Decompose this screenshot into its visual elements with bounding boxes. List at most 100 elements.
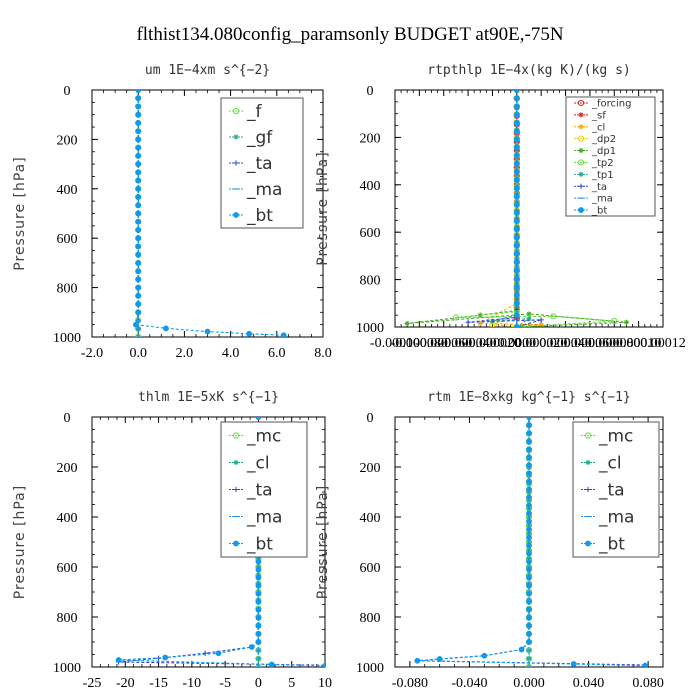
- legend-item: _mc: [229, 426, 281, 446]
- data-point: [513, 193, 520, 200]
- legend-item: _ma: [229, 507, 282, 527]
- legend-label: _bt: [598, 534, 625, 554]
- x-tick-label: -0.00010: [370, 336, 420, 351]
- legend-marker: [577, 159, 585, 166]
- y-tick-label: 200: [360, 461, 381, 476]
- x-tick-label: 4.0: [222, 346, 240, 361]
- data-point: [513, 259, 520, 266]
- data-point: [255, 623, 262, 629]
- legend-item: _ma: [574, 194, 613, 205]
- legend-label: _bt: [246, 534, 273, 554]
- y-axis-label: Pressure [hPa]: [12, 156, 28, 270]
- data-point: [135, 309, 142, 316]
- legend-item: _sf: [574, 110, 606, 121]
- data-point: [526, 454, 532, 461]
- data-point: [513, 95, 520, 102]
- legend-label: _mc: [246, 426, 281, 446]
- data-point: [135, 284, 142, 291]
- data-point: [526, 494, 532, 501]
- data-point: [526, 574, 532, 581]
- x-tick-label: -20: [116, 676, 135, 691]
- data-point: [255, 574, 262, 581]
- data-point: [526, 430, 532, 436]
- data-point: [255, 417, 262, 420]
- y-tick-label: 200: [57, 461, 78, 476]
- data-point: [162, 654, 169, 661]
- legend-item: _bt: [574, 206, 607, 217]
- series-line: [492, 90, 531, 327]
- data-point: [526, 486, 532, 493]
- y-tick-label: 1000: [53, 661, 81, 676]
- data-point: [526, 598, 532, 605]
- y-tick-label: 1000: [53, 331, 81, 346]
- panel-rtm: rtm 1E−8xkg kg^{−1} s^{−1} Pressure [hPa]…: [315, 390, 664, 691]
- panel-um: um 1E−4xm s^{−2} Pressure [hPa] 0 200 400 600…: [12, 63, 332, 361]
- data-point: [135, 202, 142, 209]
- panel-title: rtm 1E−8xkg kg^{−1} s^{−1}: [427, 390, 631, 405]
- data-point: [513, 103, 520, 110]
- legend-label: _tp2: [591, 158, 614, 169]
- legend-item: _bt: [581, 534, 625, 554]
- x-tick-label: 0: [255, 676, 262, 691]
- data-point: [642, 662, 649, 667]
- data-point: [526, 316, 532, 322]
- data-point: [513, 128, 520, 134]
- data-point: [538, 317, 544, 323]
- x-tick-label: -5: [219, 676, 231, 691]
- x-tick-label: 0.000060: [564, 336, 617, 351]
- data-point: [623, 319, 630, 325]
- panel-rtpthlp: rtpthlp 1E−4x(kg K)/(kg s) Pressure [hPa]…: [315, 63, 686, 351]
- y-tick-label: 800: [360, 611, 381, 626]
- data-point: [477, 312, 483, 318]
- data-point: [526, 582, 532, 589]
- data-point: [255, 566, 262, 573]
- legend: _mc _cl _ta _ma _bt: [220, 421, 308, 558]
- x-tick-label: -0.000020: [464, 336, 521, 351]
- y-tick-label: 600: [57, 561, 78, 576]
- data-point: [135, 301, 142, 307]
- y-tick-label: 400: [360, 179, 381, 194]
- plot-area: [404, 90, 630, 327]
- data-point: [255, 558, 262, 565]
- x-tick-label: -25: [83, 676, 102, 691]
- panel-title: um 1E−4xm s^{−2}: [145, 63, 270, 78]
- data-point: [526, 566, 532, 573]
- y-tick-label: 1000: [356, 661, 384, 676]
- data-point: [513, 242, 520, 249]
- y-tick-label: 600: [360, 561, 381, 576]
- data-point: [513, 283, 520, 290]
- legend-marker: [585, 459, 591, 466]
- legend-label: _ma: [591, 194, 613, 205]
- x-tick-label: -2.0: [81, 346, 103, 361]
- legend-marker: [577, 99, 585, 107]
- data-point: [248, 644, 255, 650]
- data-point: [513, 324, 520, 327]
- x-tick-label: -0.000080: [391, 336, 448, 351]
- legend-marker: [578, 112, 584, 118]
- data-point: [513, 169, 520, 175]
- legend-item: _ta: [574, 182, 607, 193]
- data-point: [513, 300, 520, 307]
- data-point: [513, 119, 520, 126]
- y-axis-label: Pressure [hPa]: [12, 485, 28, 599]
- data-point: [135, 144, 142, 151]
- y-tick-label: 0: [64, 411, 71, 426]
- data-point: [135, 292, 142, 299]
- data-point: [465, 319, 471, 325]
- data-point: [135, 90, 142, 93]
- legend-label: _cl: [591, 122, 605, 133]
- panel-title: thlm 1E−5xK s^{−1}: [138, 390, 279, 405]
- x-tick-label: 0.080: [632, 676, 664, 691]
- series-line: [492, 90, 518, 327]
- legend-label: _cl: [246, 453, 270, 473]
- data-point: [202, 650, 208, 656]
- legend-item: _cl: [581, 453, 622, 473]
- data-point: [404, 320, 410, 327]
- data-point: [246, 330, 252, 337]
- data-point: [513, 234, 520, 241]
- x-tick-label: 8.0: [314, 346, 332, 361]
- data-point: [513, 90, 520, 93]
- data-point: [570, 661, 577, 667]
- data-point: [514, 156, 520, 162]
